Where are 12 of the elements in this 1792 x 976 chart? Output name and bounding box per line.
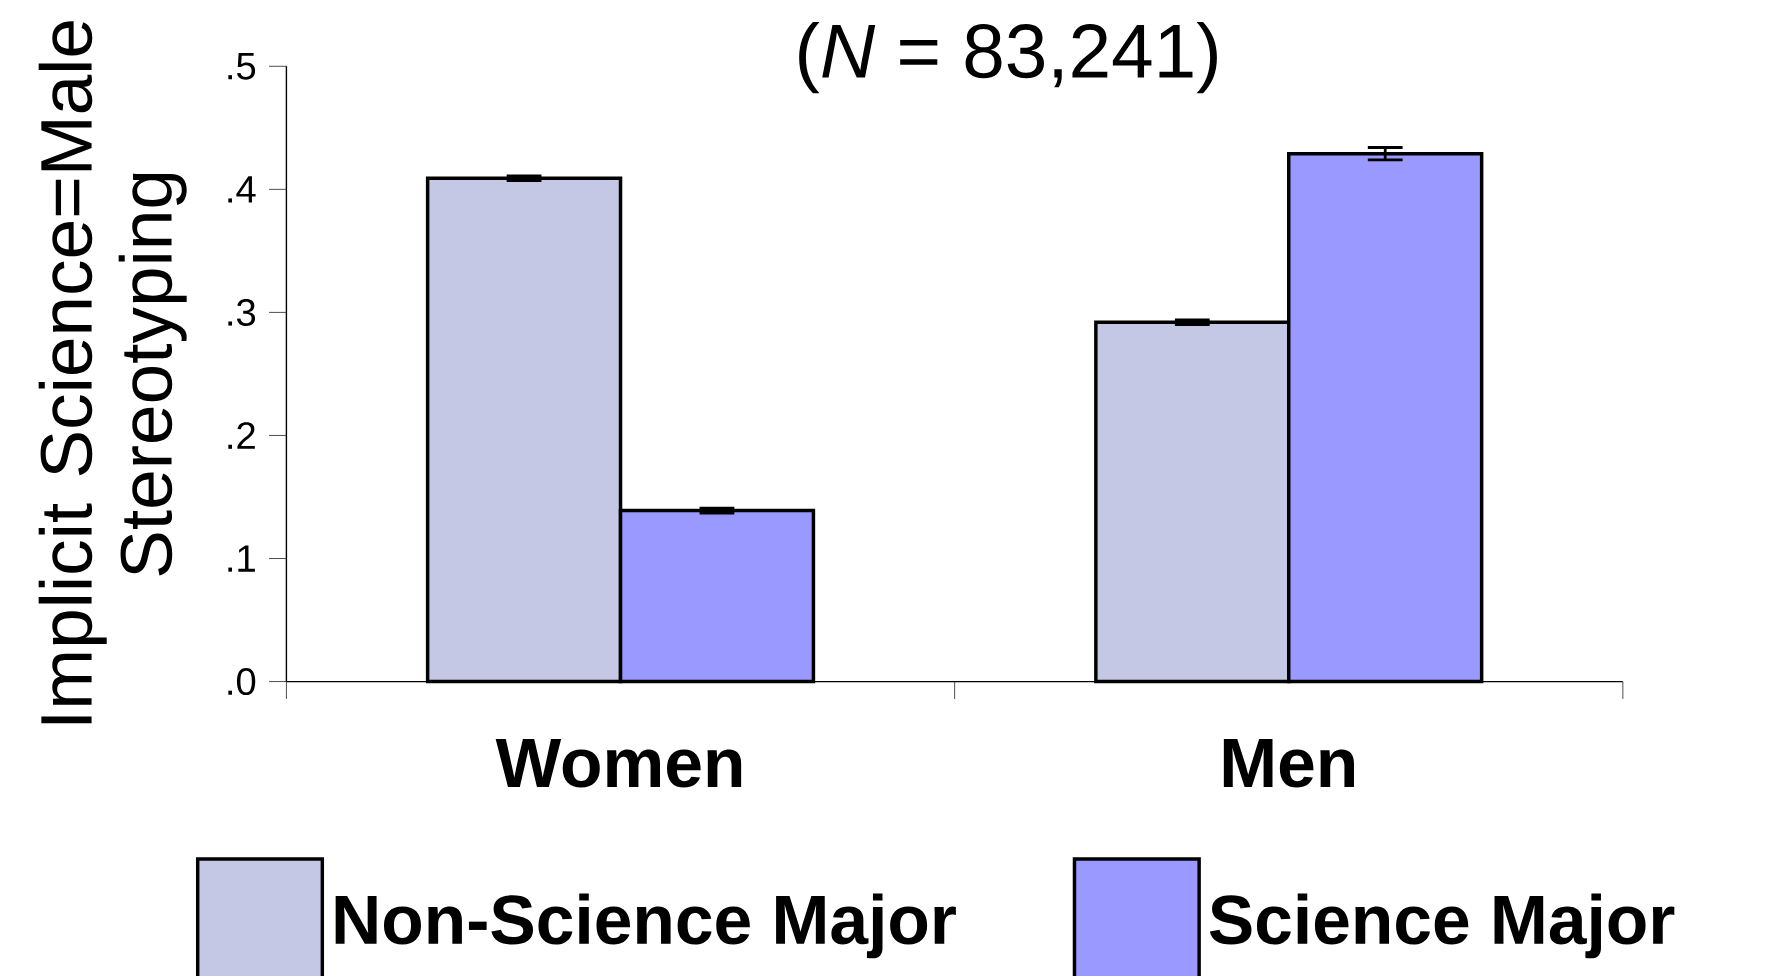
x-tick-label: Women: [495, 738, 742, 788]
y-tick-label: .2: [228, 421, 255, 449]
y-axis-title: Implicit Science=Male Stereotyping: [38, 21, 187, 724]
y-tick-label: .3: [228, 298, 256, 326]
y-tick-label: .5: [228, 52, 256, 80]
y-tick-label: .0: [228, 667, 256, 695]
legend-label: Science Major: [1209, 893, 1675, 959]
legend-label: Non-Science Major: [335, 893, 956, 959]
x-tick-label: Men: [1223, 738, 1354, 788]
chart-title: (N = 83,241): [799, 21, 1217, 94]
y-tick-label: .4: [228, 176, 256, 203]
y-tick-label: .1: [228, 545, 255, 572]
